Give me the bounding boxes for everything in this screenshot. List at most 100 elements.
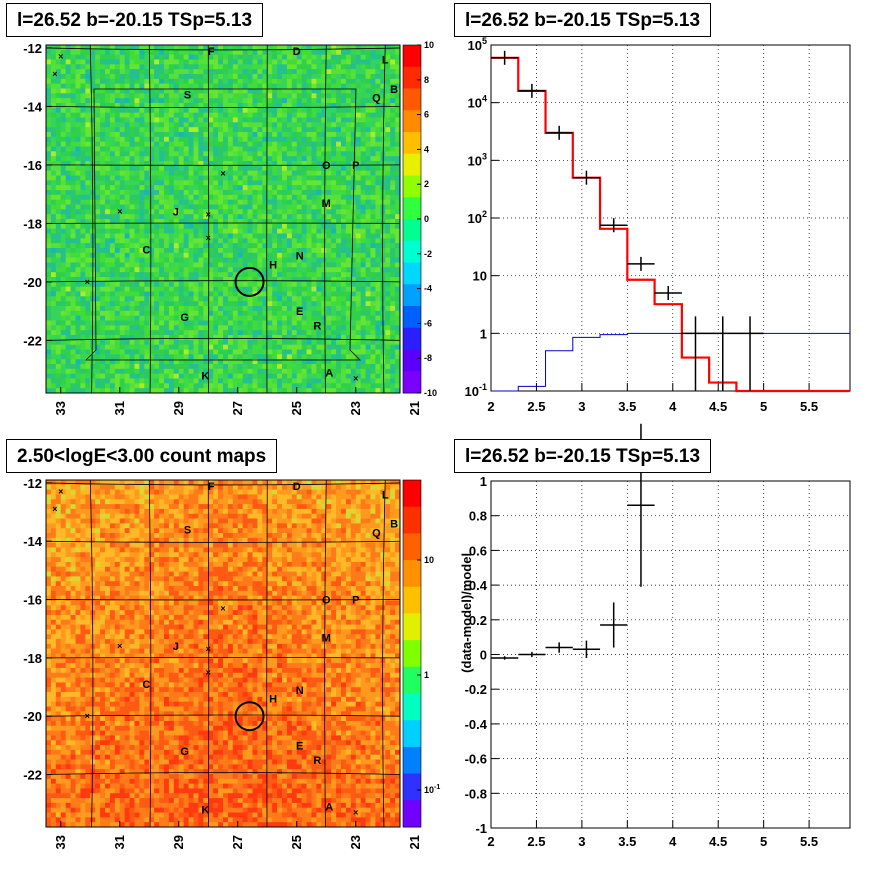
residual-map-grid (45, 44, 401, 394)
residual-colorbar-label: -8 (424, 353, 432, 363)
model-line (491, 56, 850, 393)
residual-colorbar-label: 4 (424, 144, 429, 154)
count-colorbar-band (403, 560, 421, 588)
title-bottom-right: l=26.52 b=-20.15 TSp=5.13 (454, 439, 712, 473)
count-source-label-n: N (296, 685, 304, 697)
spectrum-y-tick-label: 105 (468, 36, 487, 53)
residual-colorbar-band (403, 132, 421, 155)
count-x-tick-label: 29 (171, 835, 186, 849)
count-source-label-a: A (325, 802, 333, 814)
residual-y-tick-label: -0.4 (465, 717, 488, 732)
residual-colorbar-label: 8 (424, 75, 429, 85)
count-source-cross: × (117, 641, 122, 651)
count-y-tick-label: -22 (23, 768, 42, 783)
residual-colorbar-label: 0 (424, 214, 429, 224)
spectrum-x-tick-label: 5 (760, 399, 767, 414)
title-top-left: l=26.52 b=-20.15 TSp=5.13 (6, 3, 264, 37)
count-x-tick-label: 31 (112, 835, 127, 849)
count-source-label-q: Q (372, 527, 381, 539)
count-colorbar-band (403, 800, 421, 828)
residual-map-cells (46, 45, 401, 394)
count-x-tick-label: 25 (289, 835, 304, 849)
residual-y-tick-label: -0.2 (465, 682, 487, 697)
count-source-label-c: C (142, 679, 150, 691)
count-colorbar-band (403, 533, 421, 561)
count-colorbar-band (403, 506, 421, 534)
residual-source-cross: × (206, 210, 211, 220)
residual-source-label-d: D (293, 46, 301, 58)
residual-y-axis-label: (data-model)/model (459, 553, 474, 673)
residual-source-label-c: C (142, 245, 150, 257)
count-colorbar-label: 10-1 (424, 784, 440, 795)
residual-colorbar-band (403, 371, 421, 394)
count-source-label-g: G (180, 746, 189, 758)
spectrum-x-tick-label: 5.5 (800, 399, 818, 414)
residual-y-tick-label: -18 (23, 216, 42, 231)
residual-y-tick-label: -22 (23, 333, 42, 348)
count-source-label-e: E (296, 740, 303, 752)
spectrum-y-tick-label: 10-1 (465, 382, 487, 399)
residual-x-tick-label: 25 (289, 401, 304, 415)
residual-colorbar-label: -10 (424, 388, 437, 398)
title-bottom-left: 2.50<logE<3.00 count maps (6, 439, 278, 473)
residual-colorbar-band (403, 175, 421, 198)
residual-y-tick-label: 0.6 (469, 543, 487, 558)
count-source-cross: × (85, 711, 90, 721)
residual-x-tick-label: 4.5 (709, 834, 727, 849)
residual-source-cross: × (220, 169, 225, 179)
residual-source-label-b: B (390, 84, 398, 96)
residual-colorbar-band (403, 45, 421, 68)
count-x-tick-label: 27 (230, 835, 245, 849)
spectrum-x-tick-label: 2 (487, 399, 494, 414)
spectrum-y-tick-label: 104 (468, 94, 487, 111)
residual-x-tick-label: 23 (348, 401, 363, 415)
count-source-label-k: K (201, 805, 209, 817)
residual-colorbar-label: -4 (424, 284, 432, 294)
residual-source-cross: × (58, 52, 63, 62)
residual-x-tick-label: 2 (487, 834, 494, 849)
residual-source-cross: × (85, 277, 90, 287)
residual-x-tick-label: 4 (669, 834, 677, 849)
residual-y-tick-label: -20 (23, 275, 42, 290)
residual-y-tick-label: 0.2 (469, 613, 487, 628)
count-y-tick-label: -14 (23, 534, 43, 549)
residual-x-tick-label: 5 (760, 834, 767, 849)
residual-source-label-g: G (180, 312, 189, 324)
residual-x-tick-label: 3.5 (618, 834, 636, 849)
count-colorbar-band (403, 773, 421, 801)
count-colorbar-band (403, 746, 421, 775)
residual-colorbar-band (403, 327, 421, 350)
residual-colorbar-label: 2 (424, 179, 429, 189)
count-colorbar-band (403, 613, 421, 641)
title-top-right: l=26.52 b=-20.15 TSp=5.13 (454, 3, 712, 37)
count-source-cross: × (52, 504, 57, 514)
residual-source-label-h: H (269, 259, 277, 271)
count-source-label-p: P (352, 595, 359, 607)
residual-source-label-e: E (296, 306, 303, 318)
residual-colorbar-label: 6 (424, 110, 429, 120)
count-map-cells (46, 480, 401, 828)
spectrum-y-tick-label: 103 (468, 151, 487, 168)
residual-source-label-f: F (208, 46, 215, 58)
count-y-tick-label: -18 (23, 651, 42, 666)
residual-source-label-a: A (325, 368, 333, 380)
residual-y-tick-label: 1 (480, 474, 487, 489)
residual-x-tick-label: 29 (171, 401, 186, 415)
residual-colorbar-band (403, 306, 421, 329)
residual-roi-circle (234, 266, 265, 297)
residual-y-tick-label: 0.8 (469, 509, 487, 524)
count-colorbar-frame (402, 479, 422, 828)
residual-colorbar-band (403, 240, 421, 263)
residual-y-tick-label: -0.8 (465, 786, 487, 801)
count-source-label-j: J (173, 641, 179, 653)
residual-colorbar-band (403, 88, 421, 111)
count-colorbar-band (403, 586, 421, 614)
spectrum-y-tick-label: 1 (480, 326, 487, 341)
residual-x-tick-label: 2.5 (527, 834, 545, 849)
count-source-label-f: F (208, 481, 215, 493)
count-y-tick-label: -12 (23, 476, 42, 491)
residual-source-label-k: K (201, 370, 209, 382)
residual-source-label-o: O (322, 160, 331, 172)
count-source-cross: × (58, 487, 63, 497)
